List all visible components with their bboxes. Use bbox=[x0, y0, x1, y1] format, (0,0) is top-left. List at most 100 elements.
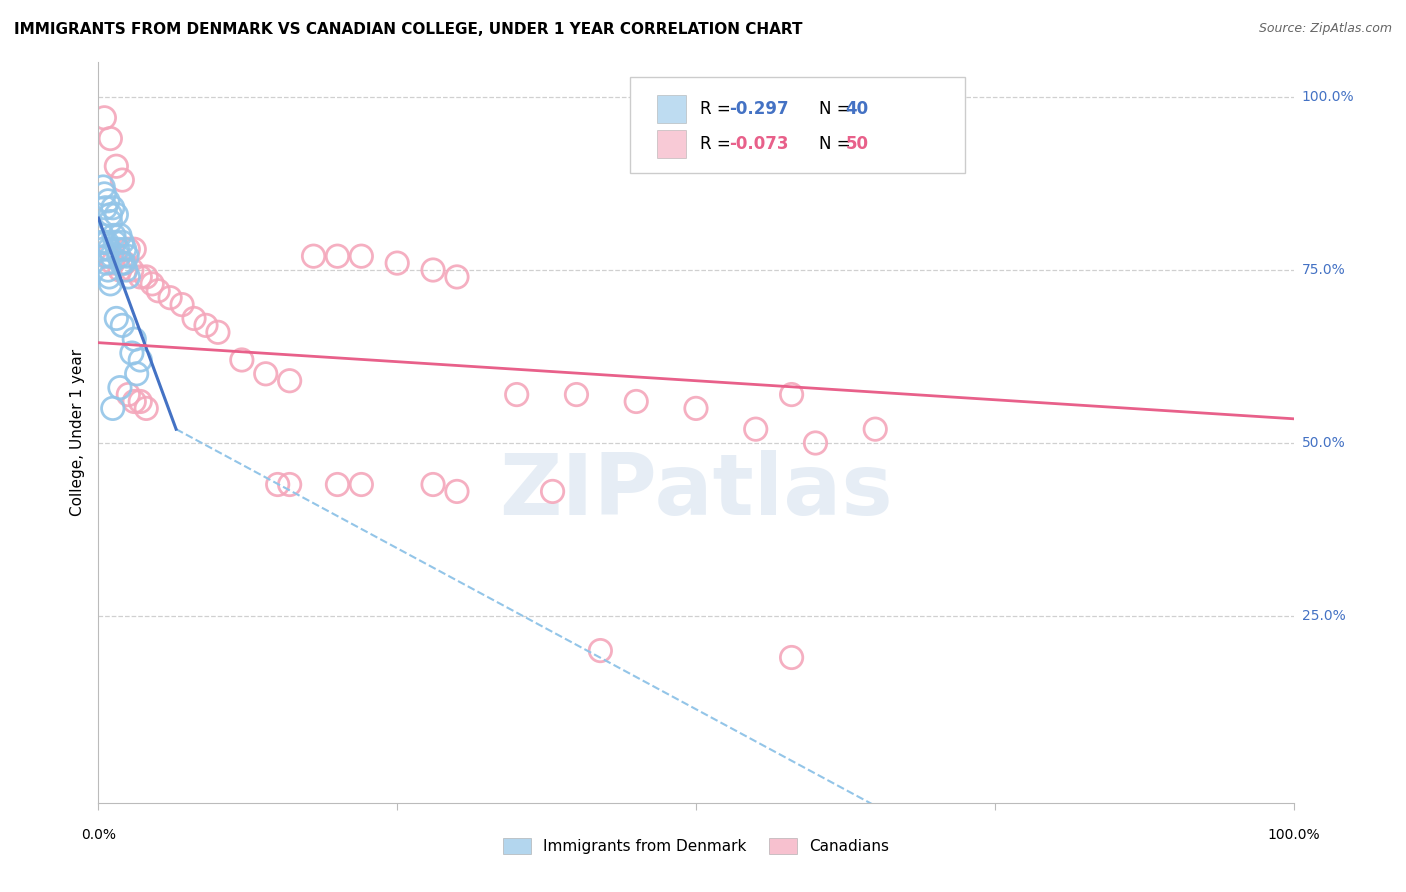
Point bbox=[326, 477, 349, 491]
Point bbox=[98, 131, 122, 145]
Point bbox=[125, 367, 148, 381]
Point bbox=[91, 242, 114, 256]
Point bbox=[115, 249, 138, 263]
Text: R =: R = bbox=[700, 135, 735, 153]
Point bbox=[121, 263, 143, 277]
Point bbox=[98, 208, 122, 222]
Point bbox=[745, 422, 768, 436]
Point bbox=[104, 235, 127, 250]
Point bbox=[135, 269, 157, 284]
Point bbox=[626, 394, 648, 409]
Point bbox=[94, 249, 117, 263]
Point bbox=[98, 214, 122, 228]
Legend: Immigrants from Denmark, Canadians: Immigrants from Denmark, Canadians bbox=[495, 830, 897, 862]
Point bbox=[446, 484, 468, 499]
Point bbox=[115, 263, 138, 277]
Point bbox=[96, 256, 118, 270]
Point bbox=[231, 353, 253, 368]
Point bbox=[91, 228, 114, 243]
Text: 100.0%: 100.0% bbox=[1302, 90, 1354, 104]
Point bbox=[254, 367, 277, 381]
Point bbox=[97, 194, 120, 208]
Point bbox=[97, 249, 120, 263]
Point bbox=[422, 263, 444, 277]
Point bbox=[172, 297, 194, 311]
Point bbox=[91, 180, 114, 194]
Point bbox=[135, 401, 157, 416]
Point bbox=[159, 291, 181, 305]
Point bbox=[97, 263, 120, 277]
Point bbox=[96, 235, 118, 250]
Point bbox=[121, 346, 143, 360]
Point bbox=[98, 242, 121, 256]
Point bbox=[101, 201, 124, 215]
Point bbox=[350, 249, 373, 263]
Point bbox=[98, 277, 122, 291]
Point bbox=[541, 484, 564, 499]
Y-axis label: College, Under 1 year: College, Under 1 year bbox=[69, 349, 84, 516]
Text: -0.297: -0.297 bbox=[730, 100, 789, 118]
Text: R =: R = bbox=[700, 100, 735, 118]
Point bbox=[93, 186, 115, 201]
Point bbox=[506, 387, 529, 401]
Point bbox=[865, 422, 887, 436]
Point bbox=[804, 436, 827, 450]
Point bbox=[107, 242, 129, 256]
Point bbox=[129, 269, 152, 284]
Point bbox=[91, 235, 114, 250]
Point bbox=[98, 269, 121, 284]
Text: 25.0%: 25.0% bbox=[1302, 609, 1346, 623]
Point bbox=[124, 242, 146, 256]
Text: 40: 40 bbox=[845, 100, 869, 118]
FancyBboxPatch shape bbox=[630, 78, 965, 173]
Point bbox=[105, 311, 128, 326]
Point bbox=[302, 249, 325, 263]
Point bbox=[278, 374, 301, 388]
Point bbox=[350, 477, 373, 491]
Point bbox=[108, 263, 131, 277]
Point bbox=[141, 277, 163, 291]
Point bbox=[565, 387, 588, 401]
FancyBboxPatch shape bbox=[657, 95, 686, 123]
Point bbox=[129, 394, 152, 409]
Point bbox=[422, 477, 444, 491]
Point bbox=[124, 332, 146, 346]
Point bbox=[110, 256, 132, 270]
Text: N =: N = bbox=[820, 100, 856, 118]
Point bbox=[108, 381, 131, 395]
Point bbox=[446, 269, 468, 284]
Point bbox=[111, 173, 134, 187]
Point bbox=[124, 394, 146, 409]
Point bbox=[589, 643, 612, 657]
Point bbox=[207, 326, 229, 340]
Point bbox=[129, 353, 152, 368]
Point bbox=[267, 477, 290, 491]
Point bbox=[183, 311, 205, 326]
Point bbox=[105, 208, 128, 222]
Point bbox=[780, 387, 803, 401]
Point bbox=[112, 256, 135, 270]
Point bbox=[195, 318, 218, 333]
Point bbox=[117, 387, 139, 401]
Text: 50.0%: 50.0% bbox=[1302, 436, 1346, 450]
Text: 50: 50 bbox=[845, 135, 869, 153]
Text: 75.0%: 75.0% bbox=[1302, 263, 1346, 277]
Point bbox=[114, 242, 136, 256]
Point bbox=[93, 111, 115, 125]
Point bbox=[111, 318, 134, 333]
Point bbox=[111, 235, 134, 250]
Point bbox=[148, 284, 170, 298]
Point bbox=[93, 235, 115, 250]
Point bbox=[105, 159, 128, 173]
Point bbox=[114, 256, 136, 270]
FancyBboxPatch shape bbox=[657, 130, 686, 158]
Text: Source: ZipAtlas.com: Source: ZipAtlas.com bbox=[1258, 22, 1392, 36]
Text: ZIPatlas: ZIPatlas bbox=[499, 450, 893, 533]
Point bbox=[103, 228, 125, 243]
Point bbox=[101, 256, 124, 270]
Point bbox=[101, 401, 124, 416]
Text: -0.073: -0.073 bbox=[730, 135, 789, 153]
Point bbox=[780, 650, 803, 665]
Point bbox=[117, 242, 139, 256]
Point bbox=[107, 249, 129, 263]
